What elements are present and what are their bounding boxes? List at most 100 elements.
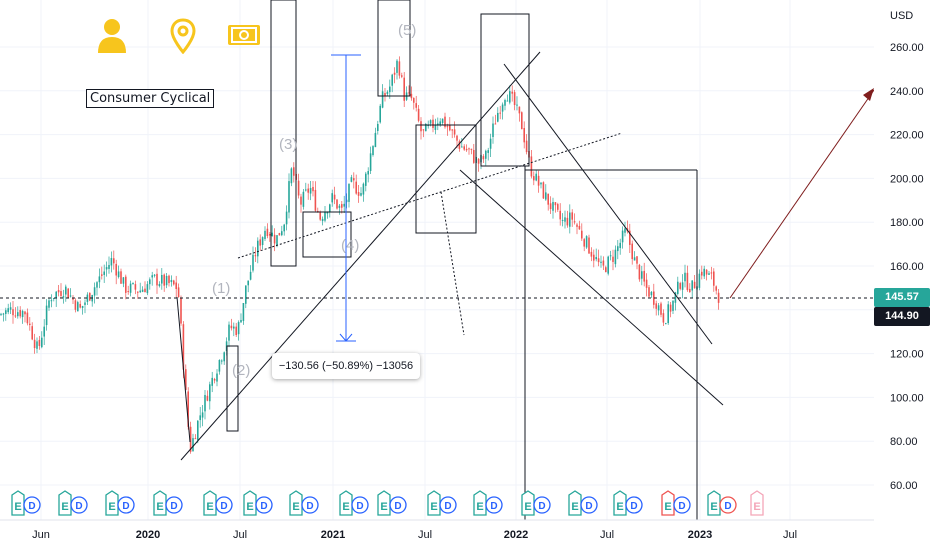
candle-body: [17, 312, 19, 317]
dividend-marker[interactable]: [719, 496, 737, 514]
candle-body: [681, 282, 684, 290]
candle-body: [237, 322, 240, 335]
candle-body: [715, 286, 717, 291]
dividend-marker[interactable]: [673, 496, 691, 514]
candle-body: [360, 193, 362, 196]
candle-body: [530, 156, 533, 177]
candle-body: [273, 234, 276, 244]
candle-body: [432, 119, 434, 128]
trend-line: [459, 169, 724, 406]
candle-body: [703, 268, 705, 277]
y-tick-label: 160.00: [890, 261, 924, 273]
candle-body: [566, 217, 569, 226]
candle-body: [669, 304, 672, 312]
sector-label[interactable]: Consumer Cyclical: [86, 89, 215, 108]
candle-body: [302, 191, 305, 207]
candle-body: [242, 302, 245, 321]
dividend-marker[interactable]: [625, 496, 643, 514]
candle-body: [458, 141, 461, 149]
time-axis[interactable]: Jun 2020 Jul 2021 Jul 2022 Jul 2023 Jul: [0, 519, 874, 541]
prev-close-tag: 144.90: [874, 307, 930, 326]
candle-body: [5, 310, 7, 314]
candle-body: [185, 369, 187, 390]
candle-body: [612, 256, 614, 262]
candle-body: [636, 256, 638, 264]
x-tick-label: 2020: [136, 529, 160, 541]
candle-body: [355, 181, 357, 194]
candle-body: [211, 377, 213, 386]
x-tick-label: Jul: [233, 529, 247, 541]
dividend-marker-label: D: [306, 501, 313, 512]
candle-body: [165, 275, 168, 286]
dividend-marker[interactable]: [533, 496, 551, 514]
dividend-marker[interactable]: [389, 496, 407, 514]
dividend-marker[interactable]: [351, 496, 369, 514]
earnings-marker-label: E: [571, 501, 578, 513]
candle-body: [429, 120, 432, 124]
candle-body: [513, 92, 516, 106]
dividend-marker[interactable]: [485, 496, 503, 514]
candle-body: [264, 230, 266, 239]
location-pin-icon[interactable]: [170, 18, 196, 54]
candle-body: [98, 276, 101, 283]
candle-body: [434, 125, 437, 130]
candle-body: [425, 123, 427, 132]
candle-body: [93, 287, 96, 296]
money-icon[interactable]: [227, 24, 261, 46]
price-axis[interactable]: USD 260.00 240.00 220.00 200.00 180.00 160.00…: [874, 0, 932, 520]
candle-body: [259, 239, 261, 246]
candle-body: [597, 258, 600, 263]
candle-body: [336, 199, 338, 209]
candle-body: [362, 183, 365, 195]
candle-body: [487, 150, 489, 153]
candle-body: [533, 176, 535, 181]
candle-body: [379, 105, 381, 123]
y-tick-label: 220.00: [890, 130, 924, 142]
candle-body: [415, 103, 417, 108]
candle-body: [386, 91, 389, 95]
dividend-marker[interactable]: [23, 496, 41, 514]
dividend-marker[interactable]: [165, 496, 183, 514]
dividend-marker-label: D: [678, 501, 685, 512]
earnings-marker[interactable]: [750, 490, 764, 516]
candle-body: [122, 277, 125, 284]
candle-body: [79, 303, 81, 308]
candle-body: [492, 123, 494, 138]
x-tick-label: 2023: [688, 529, 712, 541]
candle-body: [535, 173, 537, 181]
candle-body: [540, 182, 542, 185]
dividend-marker-label: D: [394, 501, 401, 512]
dividend-marker[interactable]: [255, 496, 273, 514]
dividend-marker[interactable]: [117, 496, 135, 514]
grid-lines: [0, 0, 874, 520]
candle-body: [686, 272, 689, 291]
dividend-marker[interactable]: [70, 496, 88, 514]
candle-body: [489, 138, 492, 149]
dividend-marker[interactable]: [301, 496, 319, 514]
candle-body: [230, 325, 233, 329]
candle-body: [549, 203, 552, 210]
candle-body: [521, 112, 523, 130]
dividend-marker[interactable]: [439, 496, 457, 514]
dividend-marker-label: D: [444, 501, 451, 512]
dividend-marker[interactable]: [580, 496, 598, 514]
rect-drawing: [302, 211, 352, 258]
dividend-marker[interactable]: [215, 496, 233, 514]
earnings-marker-label: E: [342, 501, 349, 513]
candle-body: [252, 254, 254, 271]
candle-body: [312, 186, 314, 192]
candle-body: [326, 212, 329, 214]
wave-label: (2): [232, 362, 250, 379]
candle-body: [621, 230, 624, 243]
earnings-marker-label: E: [664, 501, 671, 513]
candle-body: [609, 255, 612, 257]
candle-body: [523, 127, 525, 143]
candle-body: [43, 326, 45, 337]
person-icon[interactable]: [96, 18, 128, 54]
candle-body: [422, 129, 425, 131]
x-tick-label: Jul: [600, 529, 614, 541]
candle-body: [297, 180, 300, 196]
candle-body: [233, 326, 235, 329]
